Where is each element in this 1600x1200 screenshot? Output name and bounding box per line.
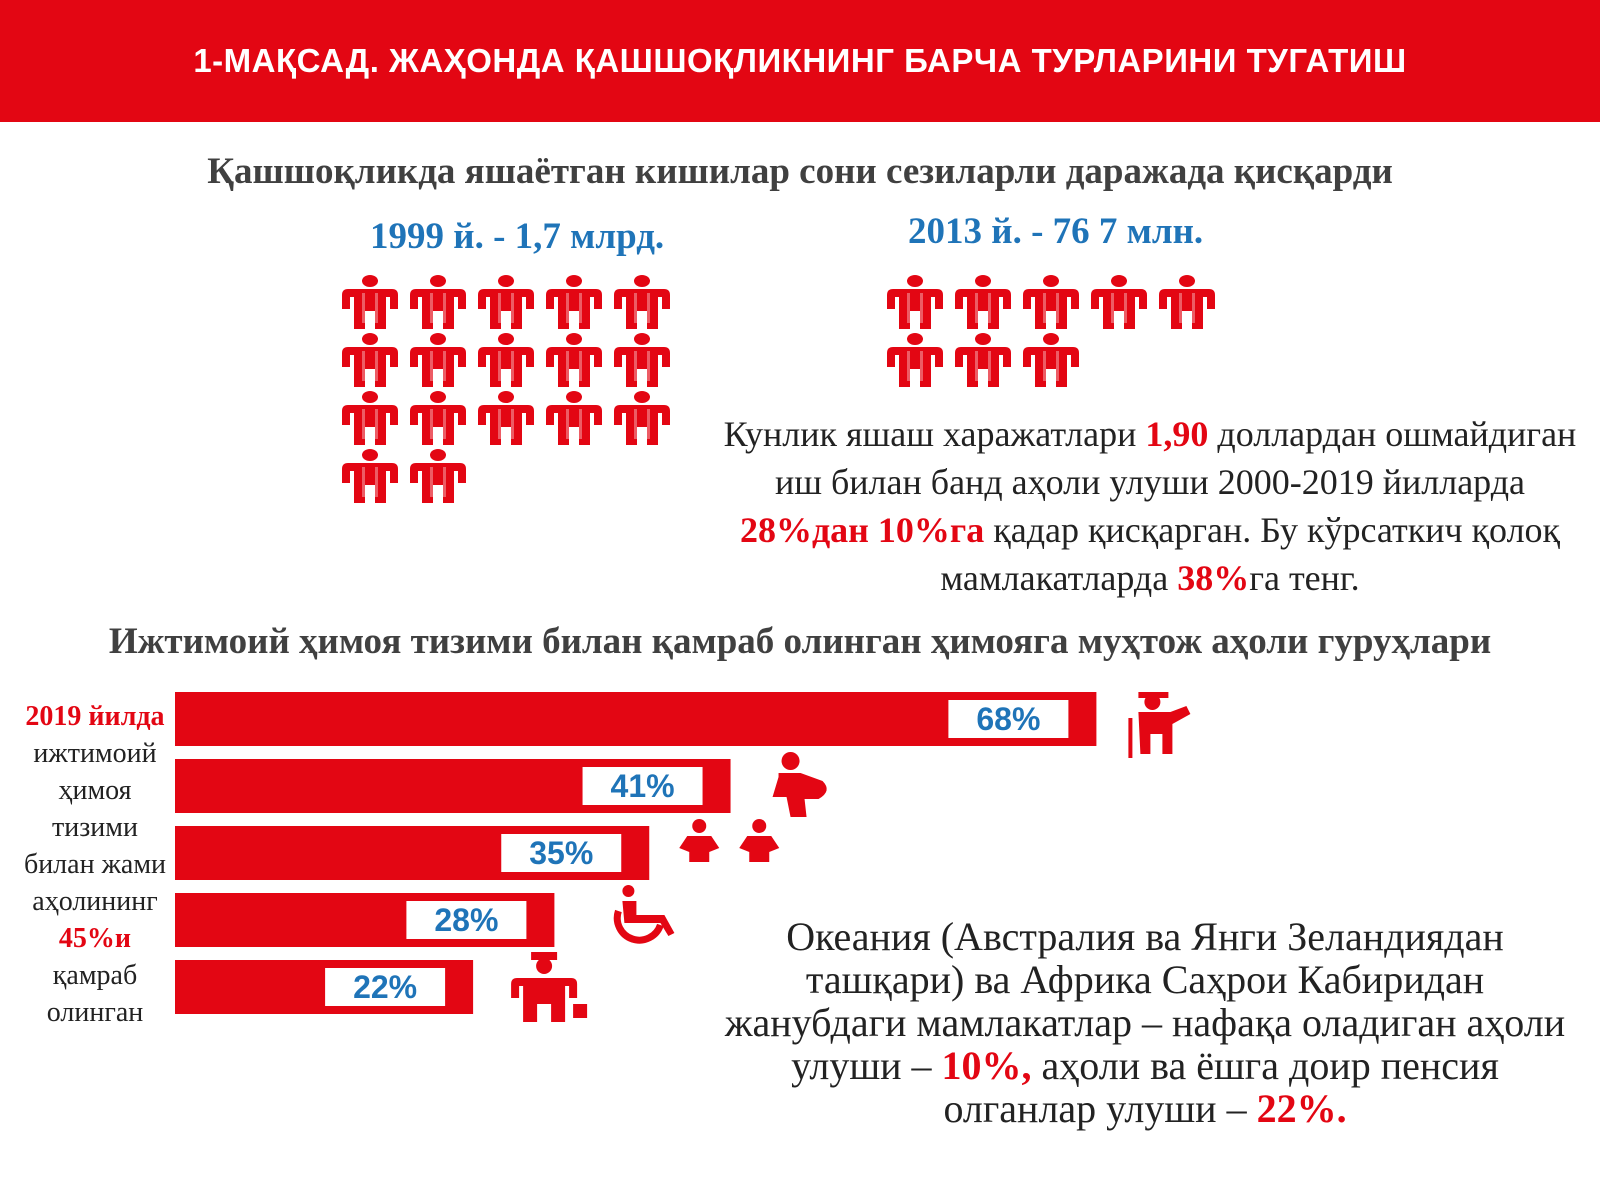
people-grid-2013 — [885, 275, 1230, 395]
person-icon — [1021, 275, 1081, 331]
section1-headline: Қашшоқликда яшаётган кишилар сони сезила… — [207, 151, 1393, 192]
person-icon — [1089, 275, 1149, 331]
side-label-pct: 45%и — [58, 923, 132, 954]
para2-highlight-1: 10%, — [941, 1043, 1032, 1088]
person-icon — [408, 333, 468, 389]
side-label-text-1: ижтимоий ҳимоя тизими билан жами аҳолини… — [23, 738, 167, 917]
para1-highlight-2: 28%дан 10%га — [739, 510, 985, 550]
para2-text-1: Океания (Австралия ва Янги Зеландиядан т… — [724, 914, 1566, 1088]
coverage-bar-chart: 68% 41% 35% 28% 22% — [175, 692, 1191, 1022]
para1-highlight-3: 38% — [1177, 558, 1250, 598]
person-icon — [885, 333, 945, 389]
person-icon — [408, 449, 468, 505]
person-icon — [953, 333, 1013, 389]
bar-label-box — [325, 968, 446, 1006]
section2-headline: Ижтимоий ҳимоя тизими билан қамраб олинг… — [108, 621, 1492, 662]
side-label-year: 2019 йилда — [25, 701, 165, 732]
para2-text-2: аҳоли ва ёшга доир пенсия олганлар улуши… — [943, 1043, 1499, 1131]
children-icon — [679, 819, 780, 862]
para1-highlight-1: 1,90 — [1145, 414, 1209, 454]
person-icon — [340, 391, 400, 447]
person-icon — [544, 275, 604, 331]
unemployed-worker-icon — [511, 952, 588, 1022]
bar-value-label: 28% — [434, 902, 498, 938]
oceania-africa-paragraph: Океания (Австралия ва Янги Зеландиядан т… — [720, 915, 1570, 1130]
bar-value-label: 41% — [611, 768, 675, 804]
para2-highlight-2: 22%. — [1256, 1086, 1347, 1131]
para1-text-2: доллардан ошмайдиган иш билан банд аҳоли… — [774, 414, 1577, 502]
title-banner: 1-МАҚСАД. ЖАҲОНДА ҚАШШОҚЛИКНИНГ БАРЧА ТУ… — [0, 0, 1600, 122]
pregnant-woman-icon — [772, 752, 827, 817]
person-icon — [476, 333, 536, 389]
wheelchair-icon — [613, 885, 675, 944]
poverty-paragraph: Кунлик яшаш харажатлари 1,90 доллардан о… — [710, 410, 1590, 602]
person-icon — [340, 449, 400, 505]
banner-title: 1-МАҚСАД. ЖАҲОНДА ҚАШШОҚЛИКНИНГ БАРЧА ТУ… — [193, 42, 1407, 79]
person-icon — [612, 391, 672, 447]
elderly-icon — [1128, 692, 1191, 758]
person-icon — [885, 275, 945, 331]
person-icon — [612, 275, 672, 331]
person-icon — [476, 391, 536, 447]
person-icon — [340, 333, 400, 389]
bar-label-box — [948, 700, 1069, 738]
person-icon — [408, 275, 468, 331]
bar-value-label: 68% — [976, 701, 1040, 737]
bar-label-box — [582, 767, 703, 805]
person-icon — [612, 333, 672, 389]
person-icon — [1157, 275, 1217, 331]
person-icon — [544, 391, 604, 447]
side-coverage-label: 2019 йилда ижтимоий ҳимоя тизими билан ж… — [20, 698, 170, 1031]
people-grid-1999 — [340, 275, 685, 515]
person-icon — [476, 275, 536, 331]
para1-text-4: га тенг. — [1249, 558, 1360, 598]
person-icon — [408, 391, 468, 447]
year-2013-label: 2013 й. - 76 7 млн. — [908, 211, 1204, 252]
bar-value-label: 22% — [353, 969, 417, 1005]
para1-text-1: Кунлик яшаш харажатлари — [723, 414, 1146, 454]
person-icon — [1021, 333, 1081, 389]
bar-label-box — [501, 834, 622, 872]
side-label-text-2: қамраб олинган — [46, 960, 144, 1028]
bar-label-box — [406, 901, 527, 939]
para1-text-3: қадар қисқарган. Бу кўрсаткич қолоқ мамл… — [940, 510, 1561, 598]
bar-value-label: 35% — [529, 835, 593, 871]
bar-68 — [175, 692, 1097, 746]
person-icon — [544, 333, 604, 389]
person-icon — [953, 275, 1013, 331]
year-1999-label: 1999 й. - 1,7 млрд. — [370, 216, 665, 257]
person-icon — [340, 275, 400, 331]
